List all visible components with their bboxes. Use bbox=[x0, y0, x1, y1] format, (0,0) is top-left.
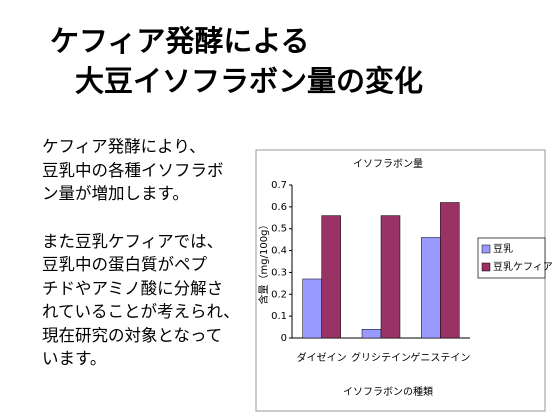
body-line: 豆乳中の蛋白質がペプ bbox=[42, 255, 207, 274]
x-tick-label: グリシテイン bbox=[351, 351, 411, 364]
legend-frame bbox=[477, 237, 546, 279]
legend-label: 豆乳ケフィア bbox=[493, 260, 553, 273]
y-tick-label: 0.6 bbox=[271, 202, 287, 213]
body-line: また豆乳ケフィアでは、 bbox=[42, 231, 224, 251]
body-line: います。 bbox=[42, 349, 107, 368]
y-tick-label: 0.3 bbox=[271, 267, 287, 278]
y-tick-label: 0.4 bbox=[271, 246, 287, 257]
y-tick-label: 0.2 bbox=[271, 289, 287, 300]
x-tick-label: ダイゼイン bbox=[297, 351, 347, 364]
legend-swatch bbox=[481, 244, 491, 254]
bar bbox=[380, 215, 401, 339]
y-tick-label: 0.5 bbox=[271, 224, 287, 235]
slide-title: 大豆イソフラボン量の変化 bbox=[75, 64, 424, 98]
body-line: れていることが考えられ、 bbox=[42, 302, 240, 321]
bar bbox=[421, 237, 441, 339]
legend-label: 豆乳 bbox=[493, 242, 513, 255]
legend-swatch bbox=[481, 262, 491, 272]
slide-title: ケフィア発酵による bbox=[50, 24, 310, 58]
body-line: 現在研究の対象となって bbox=[42, 325, 223, 345]
y-tick-label: 0.7 bbox=[271, 180, 287, 191]
y-axis-title: 含量（mg/100g） bbox=[257, 220, 270, 305]
bar bbox=[361, 329, 382, 339]
bar bbox=[302, 278, 322, 339]
body-line: チドやアミノ酸に分解さ bbox=[42, 278, 224, 298]
chart-frame bbox=[255, 149, 546, 412]
body-line: ケフィア発酵により、 bbox=[42, 137, 206, 156]
body-line: 豆乳中の各種イソフラボ bbox=[42, 160, 224, 180]
x-axis-title: イソフラボンの種類 bbox=[343, 385, 433, 398]
bar bbox=[440, 202, 460, 339]
body-line: ン量が増加します。 bbox=[42, 184, 189, 203]
x-tick-label: ゲニステイン bbox=[410, 352, 470, 364]
bar bbox=[321, 215, 341, 339]
y-tick-label: 0.1 bbox=[271, 311, 287, 322]
chart-title: イソフラボン量 bbox=[353, 158, 423, 170]
y-tick-label: 0 bbox=[281, 333, 287, 344]
